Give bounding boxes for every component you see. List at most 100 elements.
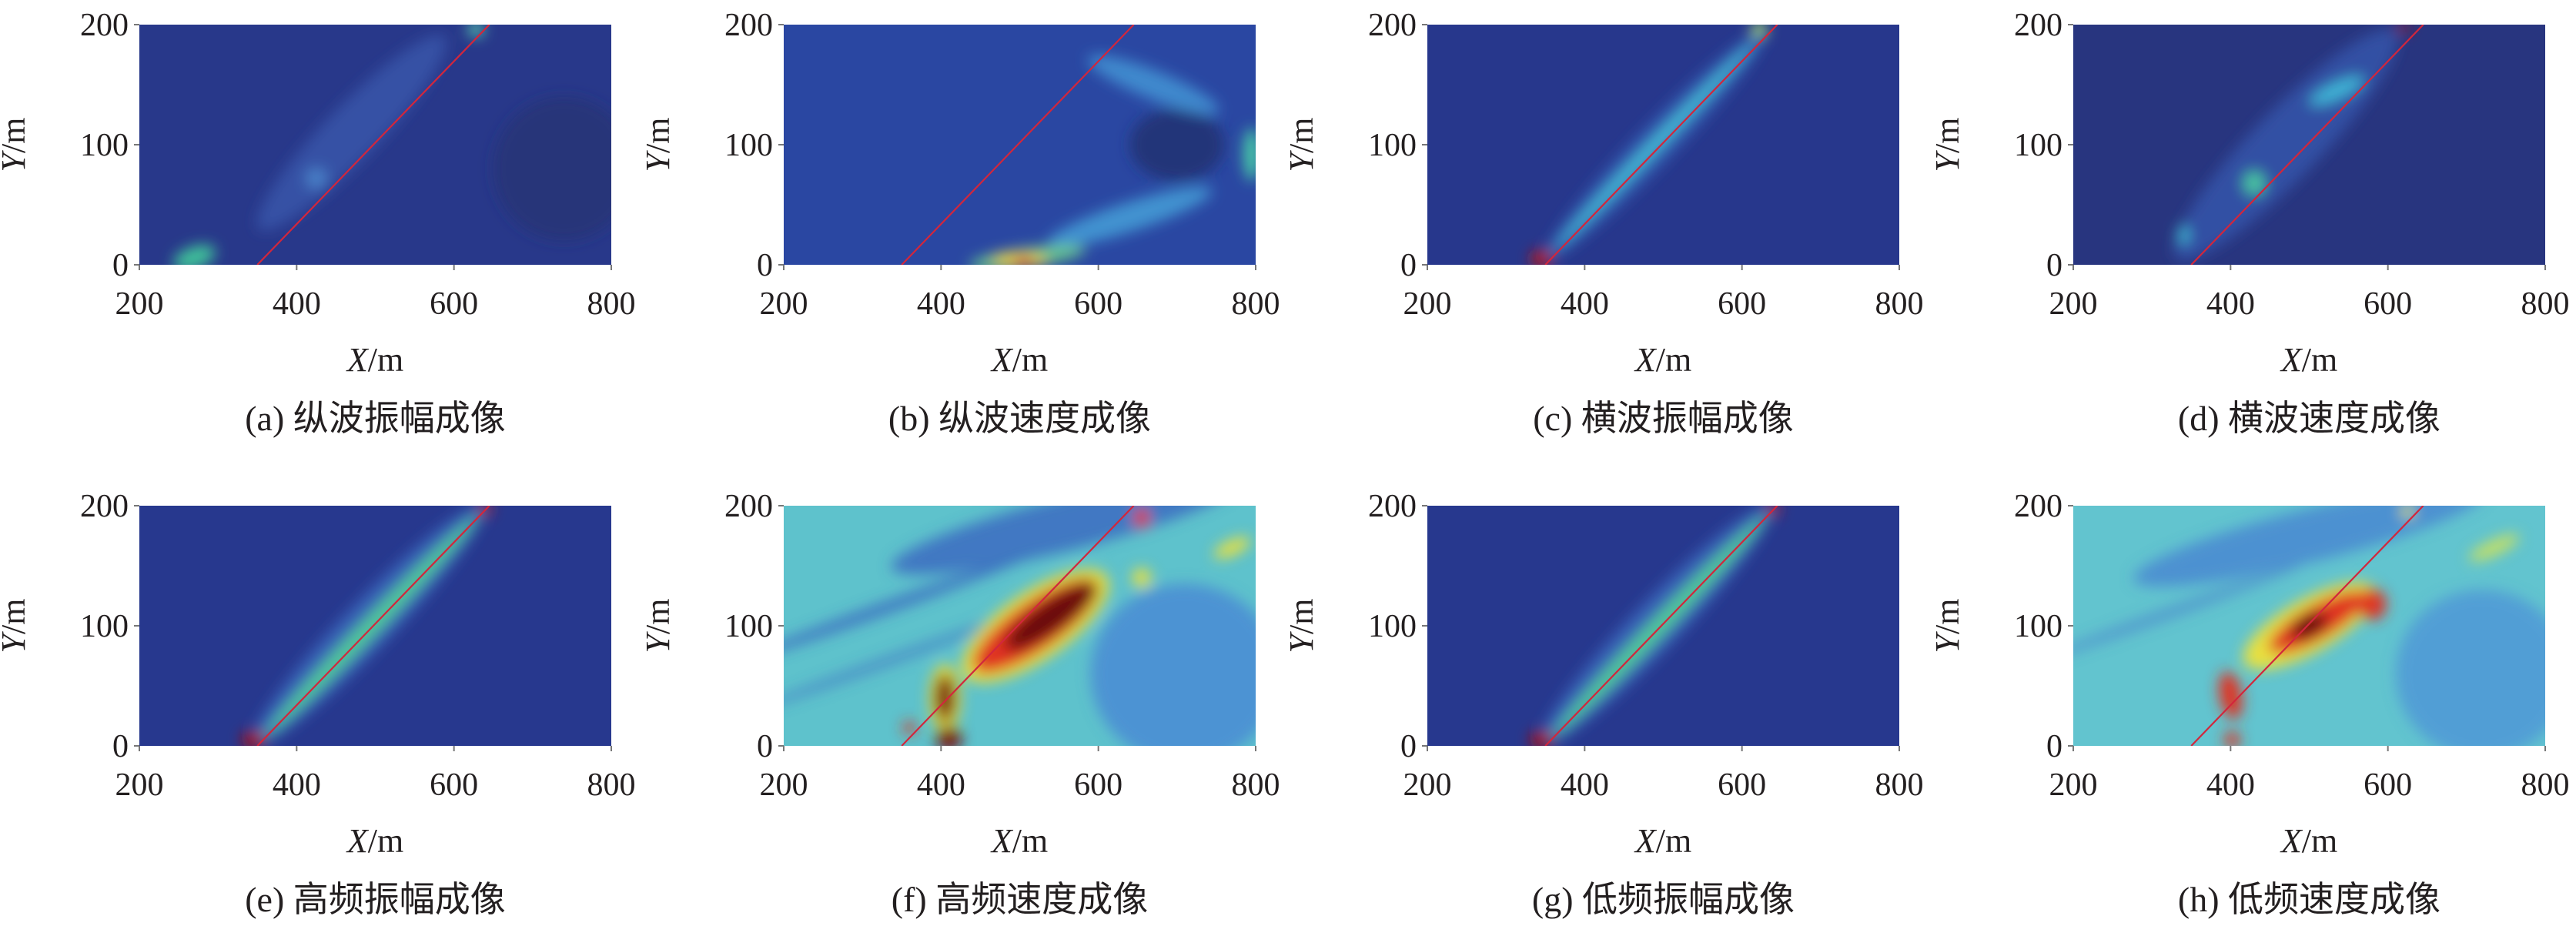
panel-d: 200 400 600 800 0 100 200 X/m Y/m (d) 横波速度成像 — [0, 0, 2570, 468]
heatmap-feature — [2073, 565, 2301, 663]
x-axis-unit: /m — [367, 822, 404, 860]
y-tick-label: 100 — [724, 128, 773, 163]
y-tick-label: 200 — [724, 8, 773, 43]
x-axis-variable: X — [1634, 822, 1656, 860]
y-tick-label: 0 — [1400, 248, 1417, 283]
panel-caption: (h) 低频速度成像 — [2177, 880, 2441, 919]
y-tick-label: 100 — [1368, 609, 1417, 644]
heatmap-feature — [1554, 39, 1757, 250]
heatmap-feature — [1047, 186, 1213, 247]
y-axis-variable: Y — [1929, 152, 1966, 172]
heatmap-h — [2068, 505, 2546, 751]
y-axis-unit: /m — [0, 598, 32, 634]
heatmap-feature — [493, 96, 611, 241]
y-axis-unit: /m — [1283, 598, 1320, 634]
reference-line — [901, 25, 1135, 265]
x-tick-label: 200 — [1403, 767, 1452, 803]
x-tick-label: 800 — [1231, 767, 1280, 803]
x-axis-variable: X — [991, 822, 1012, 860]
x-tick-label: 800 — [1875, 286, 1924, 322]
panel-f: 200 400 600 800 0 100 200 X/m Y/m (f) 高频速度成像 — [0, 0, 1280, 918]
x-tick-label: 200 — [759, 286, 808, 322]
y-tick-label: 200 — [724, 489, 773, 524]
heatmap-feature — [1530, 250, 1553, 265]
x-axis-variable: X — [991, 341, 1012, 379]
heatmap-feature — [2395, 590, 2545, 746]
heatmap-feature — [784, 553, 1034, 662]
heatmap-feature — [1213, 537, 1250, 559]
panel-caption: (g) 低频振幅成像 — [1531, 880, 1795, 919]
heatmap-feature — [2177, 225, 2190, 245]
x-axis-label: X/m — [299, 824, 453, 858]
x-axis-variable: X — [1634, 341, 1656, 379]
heatmap-feature — [2219, 671, 2243, 720]
x-tick-label: 400 — [1560, 286, 1609, 322]
heatmap-feature — [1090, 583, 1256, 746]
x-tick-label: 400 — [2206, 767, 2255, 803]
x-tick-label: 200 — [115, 286, 164, 322]
heatmap-d — [2068, 24, 2546, 270]
panel-caption: (e) 高频振幅成像 — [245, 880, 506, 919]
y-tick-label: 0 — [2046, 248, 2062, 283]
y-tick-label: 200 — [2014, 489, 2062, 524]
x-axis-variable: X — [2280, 341, 2302, 379]
panel-g: 200 400 600 800 0 100 200 X/m Y/m (g) 低频振幅成像 — [0, 0, 1924, 918]
heatmap-feature — [2224, 731, 2240, 746]
x-tick-label: 400 — [2206, 286, 2255, 322]
heatmap-feature — [2397, 25, 2410, 33]
y-tick-label: 0 — [757, 729, 773, 764]
y-tick-label: 100 — [724, 609, 773, 644]
y-axis-label: Y/m — [639, 99, 677, 191]
y-axis-variable: Y — [0, 634, 32, 653]
x-axis-unit: /m — [2301, 822, 2338, 860]
x-tick-label: 400 — [272, 767, 321, 803]
x-tick-label: 800 — [2521, 286, 2570, 322]
panel-caption: (f) 高频速度成像 — [891, 880, 1149, 919]
y-axis-unit: /m — [639, 598, 677, 634]
heatmap-feature — [1751, 25, 1768, 37]
heatmap-feature — [1132, 568, 1152, 588]
x-tick-label: 800 — [1231, 286, 1280, 322]
y-tick-label: 200 — [2014, 8, 2062, 43]
panel-caption: (d) 横波速度成像 — [2177, 399, 2441, 438]
x-tick-label: 600 — [430, 286, 479, 322]
heatmap-feature — [935, 674, 955, 722]
heatmap-c — [1422, 24, 1900, 270]
reference-line — [256, 506, 490, 746]
heatmap-feature — [1243, 128, 1256, 181]
x-tick-label: 400 — [272, 286, 321, 322]
y-tick-label: 100 — [80, 128, 129, 163]
x-tick-label: 200 — [2049, 286, 2098, 322]
panel-caption: (c) 横波振幅成像 — [1533, 399, 1794, 438]
y-axis-variable: Y — [1283, 633, 1320, 654]
x-tick-label: 600 — [1718, 286, 1767, 322]
x-axis-unit: /m — [1655, 341, 1692, 379]
y-tick-label: 100 — [2014, 128, 2062, 163]
heatmap-feature — [2243, 171, 2266, 196]
y-axis-label: Y/m — [1283, 99, 1320, 191]
heatmap-feature — [891, 506, 1243, 575]
x-axis-unit: /m — [1012, 822, 1049, 860]
y-tick-label: 0 — [112, 729, 129, 764]
reference-line — [2190, 506, 2424, 746]
x-axis-unit: /m — [1012, 341, 1049, 379]
reference-line — [901, 506, 1135, 746]
x-tick-label: 800 — [2521, 767, 2570, 803]
heatmap-feature — [936, 727, 962, 746]
x-axis-variable: X — [346, 822, 368, 860]
heatmap-feature — [2357, 588, 2387, 620]
x-tick-label: 800 — [1875, 767, 1924, 803]
y-axis-variable: Y — [1929, 633, 1966, 654]
x-tick-label: 400 — [1560, 767, 1609, 803]
x-tick-label: 800 — [587, 286, 636, 322]
y-tick-label: 100 — [1368, 128, 1417, 163]
y-tick-label: 0 — [757, 248, 773, 283]
x-axis-label: X/m — [1587, 824, 1741, 858]
y-axis-label: Y/m — [1283, 580, 1320, 672]
y-tick-label: 0 — [2046, 729, 2062, 764]
y-axis-variable: Y — [639, 152, 677, 172]
x-tick-label: 200 — [2049, 767, 2098, 803]
x-axis-label: X/m — [2233, 824, 2387, 858]
